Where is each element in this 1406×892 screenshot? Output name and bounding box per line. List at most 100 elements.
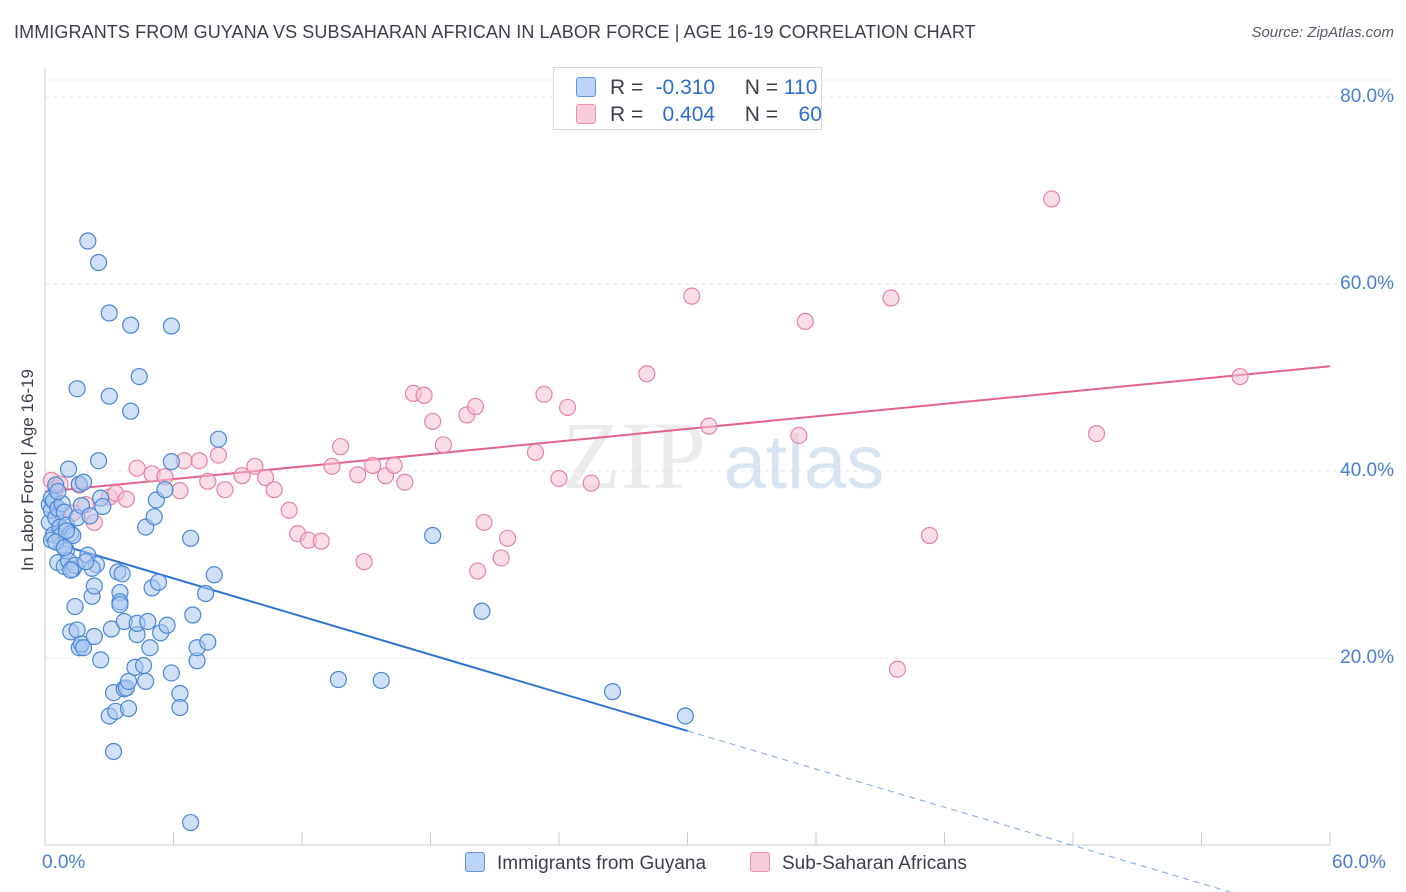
y-axis-label: In Labor Force | Age 16-19 <box>18 369 37 571</box>
point-guyana <box>158 616 176 634</box>
point-guyana <box>162 317 180 335</box>
point-subsaharan <box>499 529 517 547</box>
point-subsaharan <box>415 386 433 404</box>
point-guyana <box>55 539 73 557</box>
point-guyana <box>122 316 140 334</box>
point-subsaharan <box>424 412 442 431</box>
y-tick-label: 80.0% <box>1340 86 1394 107</box>
point-subsaharan <box>638 365 656 383</box>
point-guyana <box>145 508 163 526</box>
legend-r-label: R = <box>610 76 644 99</box>
point-guyana <box>162 664 180 682</box>
point-subsaharan <box>700 417 718 435</box>
point-guyana <box>149 573 168 591</box>
trend-line-guyana-extension <box>687 730 1233 892</box>
point-guyana <box>113 565 131 583</box>
point-subsaharan <box>466 397 485 416</box>
point-subsaharan <box>233 467 251 485</box>
point-guyana <box>162 453 180 471</box>
chart-title: IMMIGRANTS FROM GUYANA VS SUBSAHARAN AFR… <box>14 22 976 42</box>
point-subsaharan <box>209 446 228 464</box>
point-guyana <box>79 232 97 250</box>
point-guyana <box>81 507 99 525</box>
point-subsaharan <box>790 426 808 445</box>
source-credit: Source: ZipAtlas.com <box>1251 24 1394 41</box>
point-subsaharan <box>1087 425 1106 443</box>
point-subsaharan <box>349 466 367 484</box>
point-subsaharan <box>469 562 487 580</box>
point-guyana <box>119 672 138 690</box>
point-guyana <box>197 584 215 603</box>
point-guyana <box>111 596 129 614</box>
x-tick-label-max: 60.0% <box>1332 852 1386 873</box>
point-subsaharan <box>535 385 553 403</box>
point-subsaharan <box>364 456 382 474</box>
point-subsaharan <box>256 468 275 487</box>
point-guyana <box>62 561 80 579</box>
legend-r-value: -0.310 <box>655 76 716 99</box>
point-subsaharan <box>171 482 189 500</box>
watermark-zip: ZIP <box>562 402 706 509</box>
point-guyana <box>74 639 93 657</box>
point-subsaharan <box>355 553 373 571</box>
x-tick-label-min: 0.0% <box>42 852 86 873</box>
point-subsaharan <box>396 473 414 491</box>
point-subsaharan <box>280 501 298 519</box>
point-subsaharan <box>582 474 600 492</box>
point-guyana <box>59 460 78 478</box>
point-guyana <box>68 380 86 398</box>
point-guyana <box>57 522 76 540</box>
point-subsaharan <box>246 457 264 475</box>
watermark: ZIP atlas <box>562 402 884 509</box>
point-guyana <box>49 482 67 501</box>
point-guyana <box>199 633 217 651</box>
point-subsaharan <box>1042 190 1061 208</box>
point-subsaharan <box>190 452 208 470</box>
point-guyana <box>205 566 223 584</box>
series-legend-subsaharan: Sub-Saharan Africans <box>750 852 967 875</box>
legend-n-label: N = <box>744 103 779 126</box>
point-subsaharan <box>265 481 283 499</box>
point-guyana <box>85 577 103 595</box>
point-guyana <box>100 304 118 322</box>
point-guyana <box>85 627 103 646</box>
point-subsaharan <box>475 513 493 532</box>
point-subsaharan <box>558 398 577 417</box>
point-subsaharan <box>888 660 906 678</box>
point-guyana <box>184 606 202 624</box>
point-guyana <box>119 699 138 718</box>
point-subsaharan <box>216 481 234 499</box>
point-guyana <box>141 639 159 657</box>
point-subsaharan <box>117 490 135 508</box>
point-subsaharan <box>385 456 403 474</box>
series-name-guyana: Immigrants from Guyana <box>497 853 707 874</box>
point-guyana <box>424 526 442 545</box>
legend-n-value: 110 <box>783 76 818 99</box>
point-guyana <box>329 670 348 689</box>
point-subsaharan <box>526 443 545 461</box>
point-guyana <box>102 620 120 638</box>
series-legend-guyana: Immigrants from Guyana <box>465 852 706 875</box>
point-guyana <box>94 497 112 516</box>
point-guyana <box>89 253 108 272</box>
point-guyana <box>473 602 491 620</box>
legend-swatch-blue <box>576 77 596 97</box>
point-guyana <box>77 553 95 571</box>
series-swatch-pink <box>750 852 770 872</box>
series-swatch-blue <box>465 852 485 872</box>
y-tick-label: 40.0% <box>1340 460 1394 481</box>
point-subsaharan <box>128 459 146 477</box>
axes <box>44 68 1331 846</box>
point-subsaharan <box>492 549 510 567</box>
point-guyana <box>89 452 108 470</box>
point-guyana <box>156 481 174 499</box>
legend-r-label: R = <box>610 103 644 126</box>
grid-lines <box>45 79 1392 659</box>
point-guyana <box>603 683 622 701</box>
point-guyana <box>104 742 123 761</box>
point-guyana <box>139 612 157 631</box>
point-guyana <box>122 402 140 420</box>
point-guyana <box>66 597 84 616</box>
point-guyana <box>134 656 153 675</box>
